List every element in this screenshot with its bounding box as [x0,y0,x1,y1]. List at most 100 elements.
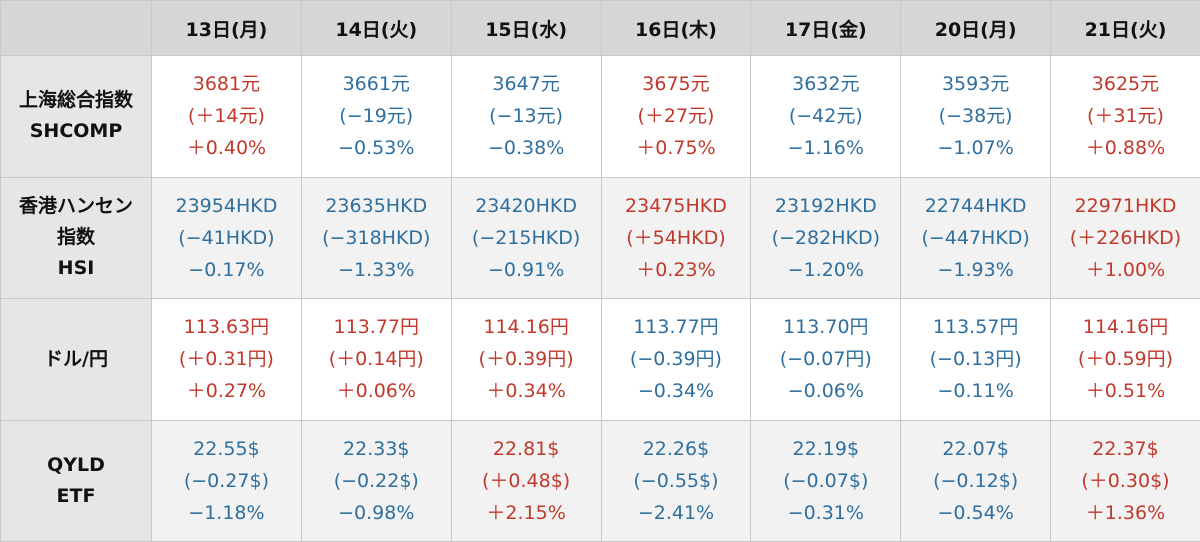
row-label-line: ドル/円 [44,347,108,370]
price-value: 22.81$ [492,437,560,460]
value-stack: 23954HKD (−41HKD) −0.17% [152,190,301,286]
day-header: 20日(月) [900,0,1052,56]
day-header: 21日(火) [1050,0,1200,56]
price-value: 22744HKD [924,194,1027,217]
value-cell: 3632元 (−42元) −1.16% [750,55,902,178]
value-cell: 3661元 (−19元) −0.53% [300,55,452,178]
change-value: (＋54HKD) [626,226,726,249]
percent-value: −1.16% [787,137,864,160]
value-stack: 22.07$ (−0.12$) −0.54% [901,433,1050,529]
price-value: 22.07$ [942,437,1009,460]
percent-value: −0.06% [787,380,864,403]
change-value: (−0.22$) [333,469,419,492]
percent-value: ＋0.23% [636,258,716,281]
value-stack: 3675元 (＋27元) ＋0.75% [602,68,751,164]
percent-value: ＋0.34% [486,380,566,403]
value-stack: 3681元 (＋14元) ＋0.40% [152,68,301,164]
row-label-line: ETF [56,484,96,507]
percent-value: −1.20% [787,258,864,281]
value-stack: 22.37$ (＋0.30$) ＋1.36% [1051,433,1200,529]
value-cell: 23475HKD (＋54HKD) ＋0.23% [600,176,752,299]
value-cell: 114.16円 (＋0.39円) ＋0.34% [450,298,602,421]
percent-value: −0.53% [338,137,415,160]
change-value: (＋226HKD) [1069,226,1182,249]
price-value: 3661元 [342,73,410,96]
percent-value: −0.98% [338,501,415,524]
value-stack: 3661元 (−19元) −0.53% [302,68,451,164]
value-stack: 22971HKD (＋226HKD) ＋1.00% [1051,190,1200,286]
percent-value: −0.54% [937,501,1014,524]
row-shcomp: 上海総合指数 SHCOMP 3681元 (＋14元) ＋0.40% 3661元 (−19元)… [0,55,1200,178]
percent-value: −1.07% [937,137,1014,160]
row-label: ドル/円 [0,298,152,421]
change-value: (−0.07$) [783,469,869,492]
value-cell: 23192HKD (−282HKD) −1.20% [750,176,902,299]
change-value: (−282HKD) [771,226,880,249]
row-usdjpy: ドル/円 113.63円 (＋0.31円) ＋0.27% 113.77円 (＋0.14円)… [0,298,1200,421]
day-header: 13日(月) [151,0,302,56]
value-cell: 22.37$ (＋0.30$) ＋1.36% [1050,419,1200,542]
value-stack: 3625元 (＋31元) ＋0.88% [1051,68,1200,164]
value-cell: 3625元 (＋31元) ＋0.88% [1050,55,1200,178]
value-stack: 23192HKD (−282HKD) −1.20% [751,190,900,286]
value-stack: 114.16円 (＋0.39円) ＋0.34% [452,311,601,407]
change-value: (−318HKD) [322,226,431,249]
price-value: 113.57円 [932,316,1019,339]
change-value: (−215HKD) [471,226,581,249]
value-stack: 23475HKD (＋54HKD) ＋0.23% [602,190,751,286]
price-value: 3675元 [642,73,710,96]
value-cell: 113.77円 (−0.39円) −0.34% [600,298,752,421]
value-stack: 23635HKD (−318HKD) −1.33% [302,190,451,286]
value-stack: 3632元 (−42元) −1.16% [751,68,900,164]
change-value: (＋0.59円) [1077,348,1174,371]
price-value: 113.63円 [183,316,270,339]
value-cell: 22.81$ (＋0.48$) ＋2.15% [450,419,602,542]
change-value: (＋27元) [637,105,715,128]
row-label-line: 香港ハンセン [18,195,133,218]
percent-value: ＋0.75% [636,137,716,160]
change-value: (−41HKD) [178,226,275,249]
price-value: 114.16円 [483,316,569,339]
percent-value: −0.34% [637,380,715,403]
value-stack: 22.33$ (−0.22$) −0.98% [302,433,451,529]
change-value: (＋0.31円) [178,348,274,371]
value-cell: 113.57円 (−0.13円) −0.11% [900,298,1052,421]
corner-cell [0,0,152,56]
change-value: (−42元) [788,105,863,128]
percent-value: ＋0.88% [1085,137,1166,160]
value-stack: 114.16円 (＋0.59円) ＋0.51% [1051,311,1200,407]
price-value: 3625元 [1091,73,1160,96]
change-value: (−0.55$) [633,469,719,492]
value-stack: 113.63円 (＋0.31円) ＋0.27% [152,311,301,407]
value-cell: 113.70円 (−0.07円) −0.06% [750,298,902,421]
price-value: 22971HKD [1074,194,1177,217]
value-stack: 22.19$ (−0.07$) −0.31% [751,433,900,529]
change-value: (＋31元) [1086,105,1164,128]
value-stack: 23420HKD (−215HKD) −0.91% [452,190,601,286]
day-header: 14日(火) [300,0,452,56]
percent-value: −0.11% [937,380,1014,403]
price-value: 22.37$ [1092,437,1159,460]
day-header: 16日(木) [600,0,752,56]
day-header: 15日(水) [450,0,602,56]
value-cell: 113.63円 (＋0.31円) ＋0.27% [151,298,302,421]
value-cell: 22.26$ (−0.55$) −2.41% [600,419,752,542]
value-stack: 113.70円 (−0.07円) −0.06% [751,311,900,407]
price-value: 113.70円 [783,316,869,339]
price-value: 22.33$ [343,437,410,460]
value-cell: 23635HKD (−318HKD) −1.33% [300,176,452,299]
price-value: 23420HKD [475,194,578,217]
price-value: 22.26$ [642,437,710,460]
value-stack: 113.77円 (＋0.14円) ＋0.06% [302,311,451,407]
percent-value: ＋1.00% [1085,258,1166,281]
value-stack: 113.57円 (−0.13円) −0.11% [901,311,1050,407]
value-stack: 3647元 (−13元) −0.38% [452,68,601,164]
value-cell: 22744HKD (−447HKD) −1.93% [900,176,1052,299]
price-value: 22.19$ [792,437,860,460]
percent-value: −1.93% [937,258,1014,281]
value-cell: 22.19$ (−0.07$) −0.31% [750,419,902,542]
value-cell: 114.16円 (＋0.59円) ＋0.51% [1050,298,1200,421]
change-value: (＋0.48$) [482,469,571,492]
row-hsi: 香港ハンセン 指数 HSI 23954HKD (−41HKD) −0.17% 23635HK… [0,176,1200,299]
